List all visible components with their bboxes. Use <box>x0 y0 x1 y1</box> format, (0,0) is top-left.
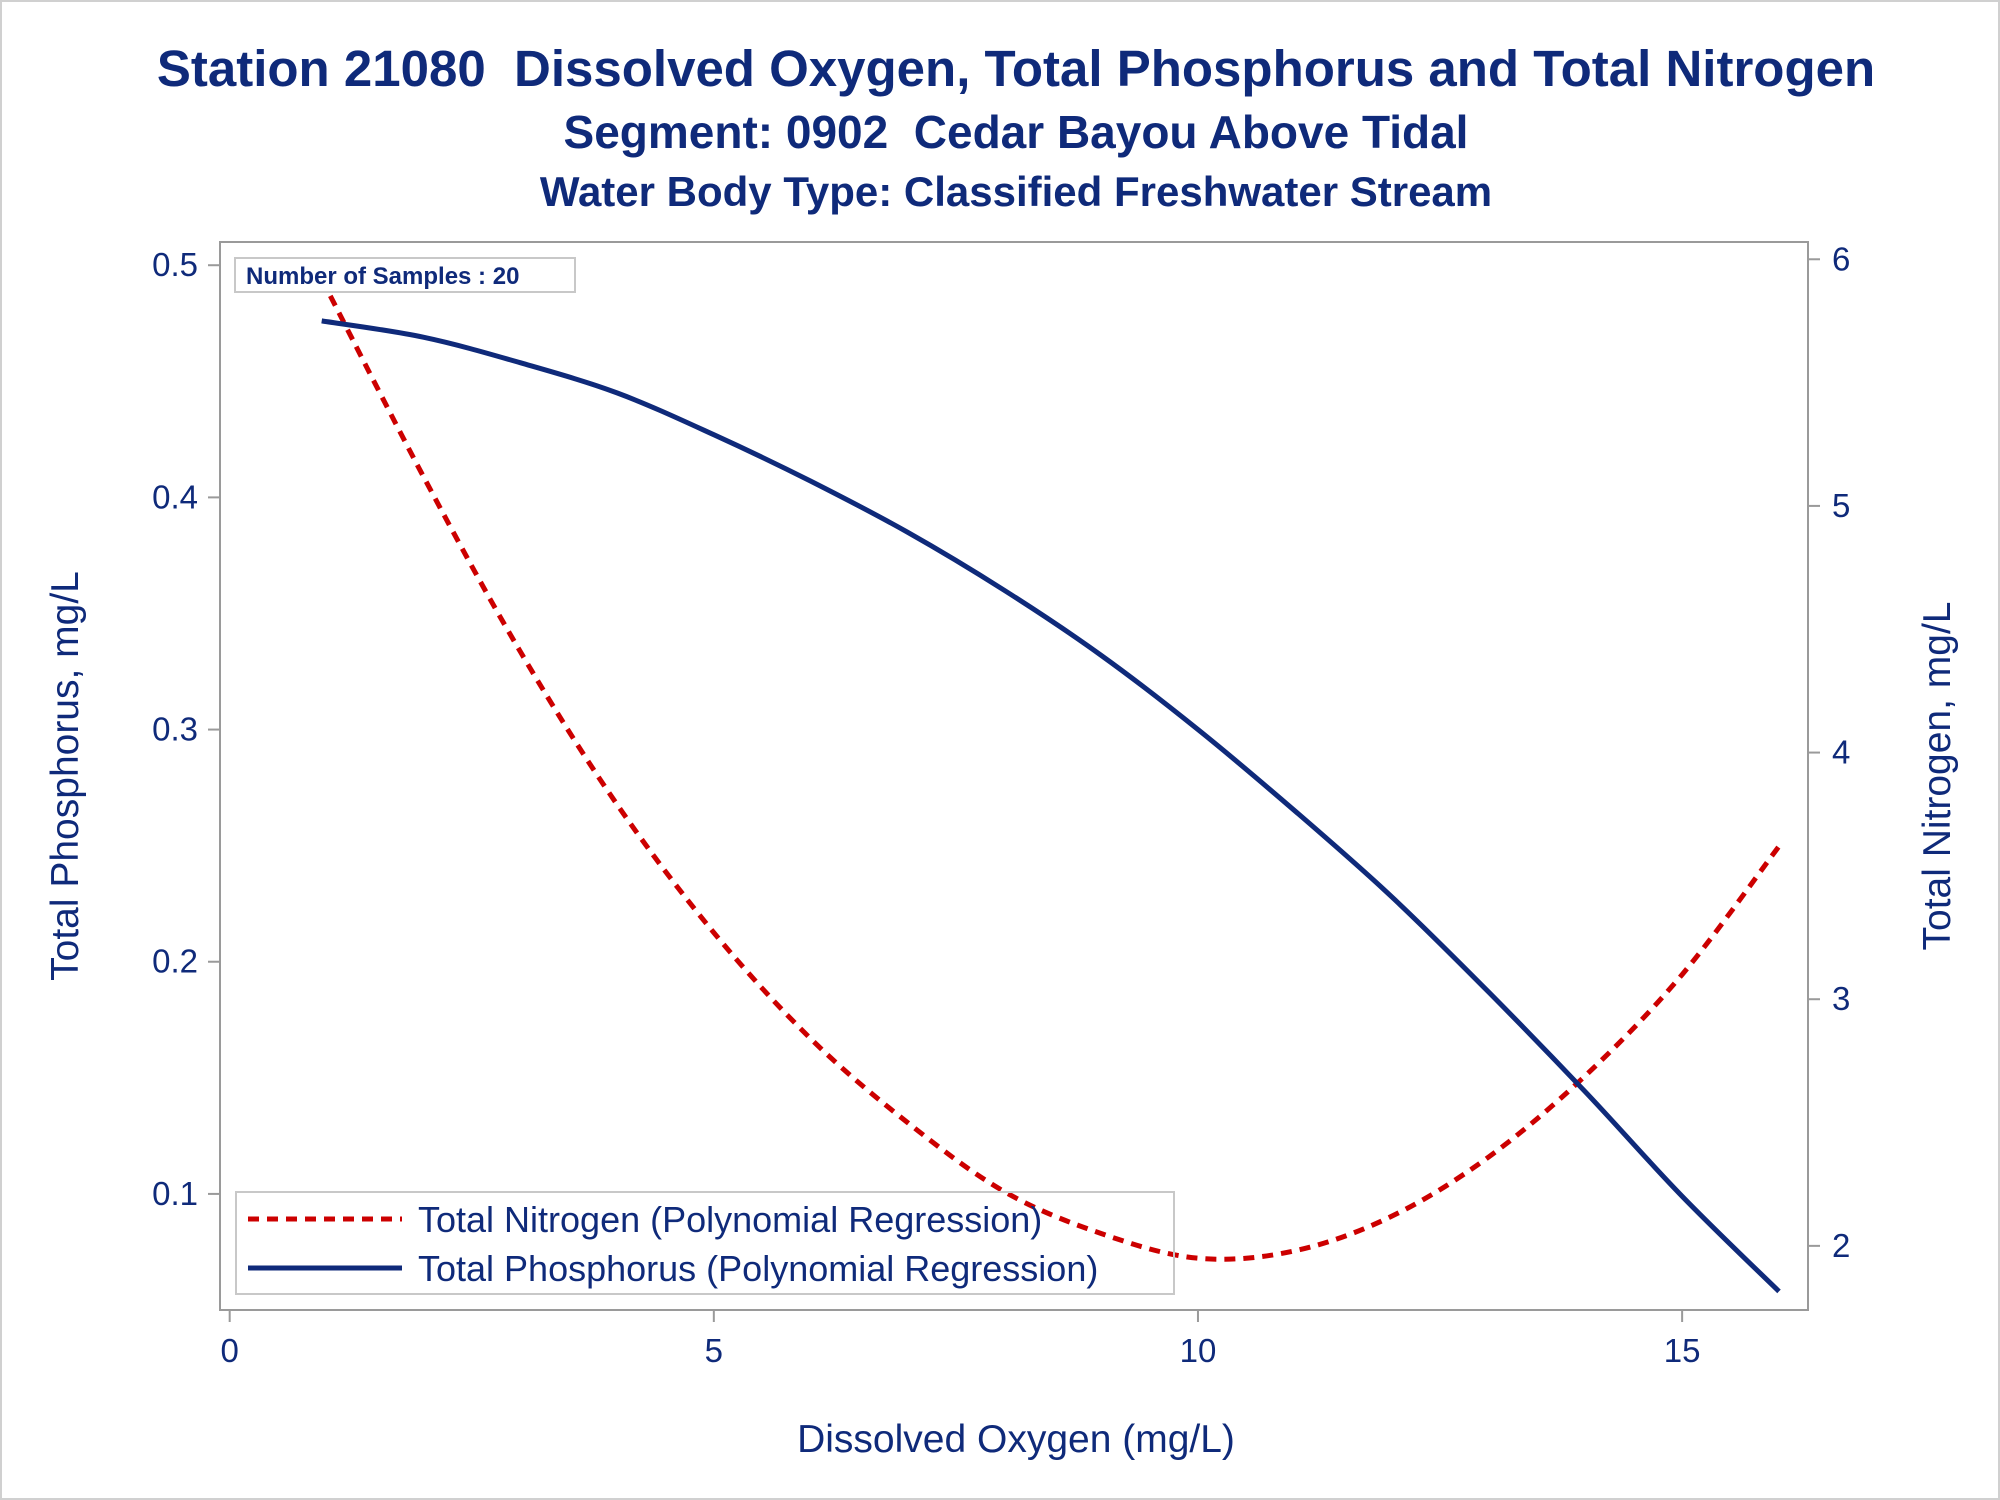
x-axis: 0 5 10 15 <box>221 1310 1701 1369</box>
sample-count-box <box>234 257 576 293</box>
plot-area <box>219 241 1809 1311</box>
series-line-nitrogen <box>319 277 1781 1262</box>
y2-tick-label: 5 <box>1832 487 1850 524</box>
legend-box <box>235 1191 1175 1295</box>
legend-label-phosphorus: Total Phosphorus (Polynomial Regression) <box>418 1248 1098 1289</box>
y2-tick-label: 2 <box>1832 1227 1850 1264</box>
y-tick-label: 0.4 <box>152 478 198 515</box>
y-tick-label: 0.3 <box>152 711 198 748</box>
y-axis-right: 2 3 4 5 6 <box>1808 240 1850 1264</box>
x-tick-label: 0 <box>221 1332 239 1369</box>
y2-tick-label: 4 <box>1832 734 1850 771</box>
y-tick-label: 0.5 <box>152 246 198 283</box>
y-axis-label: Total Phosphorus, mg/L <box>44 571 87 981</box>
series-line-phosphorus <box>321 318 1781 1294</box>
chart-subtitle-2: Water Body Type: Classified Freshwater S… <box>540 168 1492 215</box>
y-tick-label: 0.1 <box>152 1175 198 1212</box>
y-tick-label: 0.2 <box>152 943 198 980</box>
sample-count-annotation: Number of Samples : 20 <box>246 263 519 290</box>
legend-label-nitrogen: Total Nitrogen (Polynomial Regression) <box>418 1199 1042 1240</box>
chart-title: Station 21080 Dissolved Oxygen, Total Ph… <box>157 40 1875 97</box>
x-axis-label: Dissolved Oxygen (mg/L) <box>797 1418 1235 1461</box>
y2-axis-label: Total Nitrogen, mg/L <box>1916 601 1959 950</box>
y2-tick-label: 3 <box>1832 980 1850 1017</box>
y2-tick-label: 6 <box>1832 240 1850 277</box>
x-tick-label: 5 <box>705 1332 723 1369</box>
series-group <box>319 277 1781 1294</box>
x-tick-label: 10 <box>1180 1332 1217 1369</box>
y-axis-left: 0.1 0.2 0.3 0.4 0.5 <box>152 246 220 1212</box>
x-tick-label: 15 <box>1664 1332 1701 1369</box>
chart-subtitle: Segment: 0902 Cedar Bayou Above Tidal <box>564 106 1469 158</box>
